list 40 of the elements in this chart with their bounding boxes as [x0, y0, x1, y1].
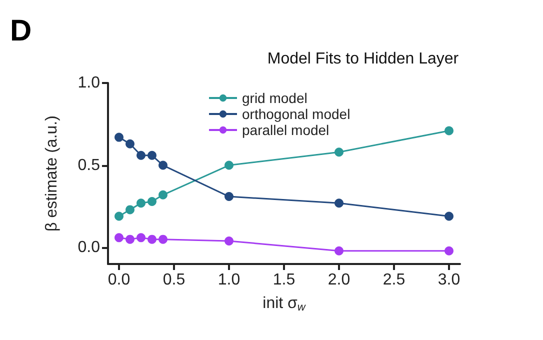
point [114, 233, 124, 242]
y-tick-label: 1.0 [78, 74, 100, 92]
x-tick-label: 3.0 [438, 272, 460, 288]
point [334, 148, 344, 157]
point [158, 190, 168, 200]
x-tick-label: 0.5 [162, 272, 186, 288]
point [224, 236, 234, 246]
x-tick-label: 0.0 [108, 272, 130, 288]
point [148, 196, 156, 206]
point [334, 198, 344, 208]
point [126, 139, 134, 148]
point [148, 234, 156, 244]
legend-label: orthogonal model [242, 106, 350, 122]
point [114, 212, 124, 221]
y-axis-title: β estimate (a.u.) [44, 116, 60, 232]
text: D [10, 14, 32, 48]
point [148, 150, 156, 160]
point [224, 160, 234, 170]
point [444, 246, 454, 256]
point [136, 198, 146, 208]
legend-label: parallel model [242, 122, 330, 138]
point [444, 126, 454, 136]
point [224, 192, 234, 202]
point [444, 212, 454, 221]
x-tick-label: 2.5 [382, 272, 406, 288]
point [136, 233, 146, 242]
point [136, 150, 146, 160]
point [334, 246, 344, 256]
y-tick-label: 0.5 [78, 156, 100, 174]
point [158, 160, 168, 170]
legend-label: grid model [242, 90, 308, 106]
point [158, 234, 168, 244]
y-tick-label: 0.0 [78, 239, 100, 256]
point [114, 132, 124, 142]
chart-title: Model Fits to Hidden Layer [267, 50, 460, 68]
x-tick-label: 2.0 [328, 272, 350, 288]
point [126, 234, 134, 244]
x-tick-label: 1.0 [218, 272, 240, 288]
x-tick-label: 1.5 [272, 272, 296, 288]
point [126, 205, 134, 214]
